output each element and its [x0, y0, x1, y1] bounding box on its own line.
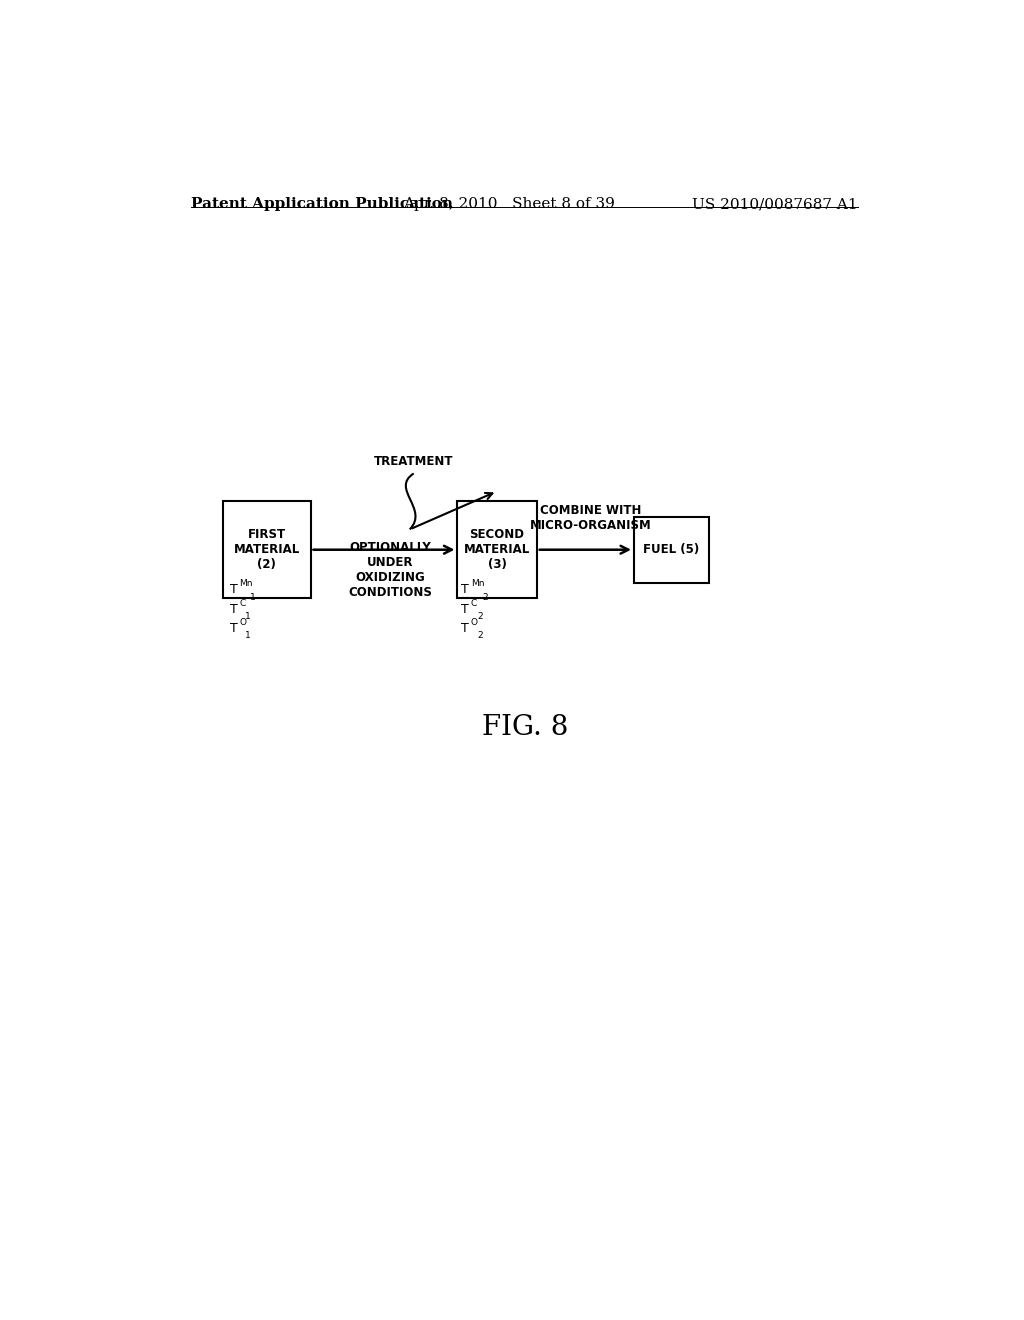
Text: 2: 2	[477, 631, 482, 640]
Text: T: T	[461, 583, 469, 597]
Text: 1: 1	[246, 631, 251, 640]
Text: Mn: Mn	[240, 579, 253, 589]
Text: T: T	[461, 622, 469, 635]
Text: 2: 2	[482, 593, 487, 602]
Text: C: C	[471, 598, 477, 607]
Bar	[458, 502, 537, 598]
Text: TREATMENT: TREATMENT	[374, 455, 454, 469]
Text: O: O	[471, 618, 478, 627]
Text: COMBINE WITH
MICRO-ORGANISM: COMBINE WITH MICRO-ORGANISM	[529, 504, 651, 532]
Text: Mn: Mn	[471, 579, 484, 589]
Text: O: O	[240, 618, 246, 627]
Text: FIRST
MATERIAL
(2): FIRST MATERIAL (2)	[233, 528, 300, 572]
Bar	[634, 516, 710, 582]
Text: 1: 1	[246, 612, 251, 620]
Text: Patent Application Publication: Patent Application Publication	[191, 197, 454, 211]
Text: FIG. 8: FIG. 8	[481, 714, 568, 741]
Bar	[223, 502, 310, 598]
Text: FUEL (5): FUEL (5)	[643, 544, 699, 556]
Text: 2: 2	[477, 612, 482, 620]
Text: T: T	[229, 622, 238, 635]
Text: 1: 1	[250, 593, 256, 602]
Text: Apr. 8, 2010   Sheet 8 of 39: Apr. 8, 2010 Sheet 8 of 39	[403, 197, 614, 211]
Text: C: C	[240, 598, 246, 607]
Text: SECOND
MATERIAL
(3): SECOND MATERIAL (3)	[464, 528, 530, 572]
Text: T: T	[229, 583, 238, 597]
Text: T: T	[229, 603, 238, 615]
Text: OPTIONALLY
UNDER
OXIDIZING
CONDITIONS: OPTIONALLY UNDER OXIDIZING CONDITIONS	[348, 541, 432, 599]
Text: US 2010/0087687 A1: US 2010/0087687 A1	[692, 197, 858, 211]
Text: T: T	[461, 603, 469, 615]
